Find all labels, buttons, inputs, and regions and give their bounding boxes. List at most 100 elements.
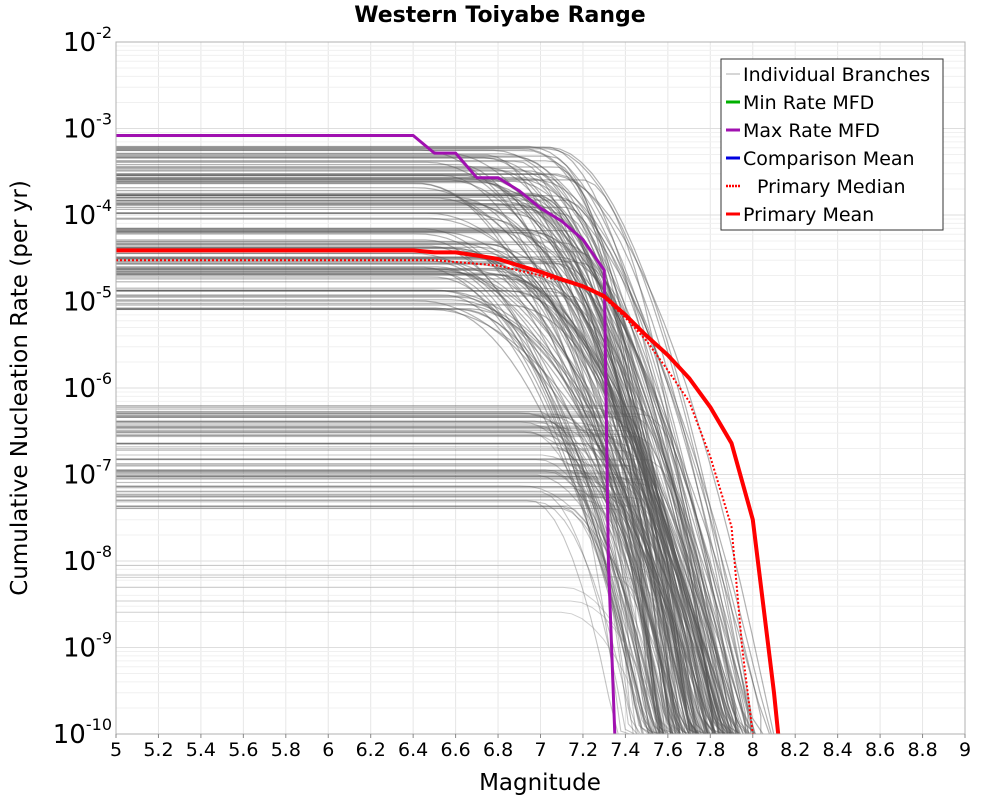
branch-line (116, 499, 664, 735)
branch-line (116, 469, 634, 735)
branch-line (116, 156, 713, 734)
branch-line (116, 420, 688, 735)
branch-line (116, 212, 729, 735)
branch-line (116, 478, 637, 735)
branch-line (116, 203, 711, 735)
x-tick-label: 8.4 (823, 739, 853, 761)
branch-line (116, 472, 683, 735)
branch-line (116, 243, 757, 735)
branch-line (116, 187, 735, 735)
branch-line (116, 170, 671, 734)
branch-line (116, 179, 726, 735)
series-line-primary-mean (116, 248, 781, 735)
branch-line (116, 471, 702, 735)
branch-line (116, 258, 698, 735)
legend-label: Primary Mean (743, 204, 874, 226)
branch-line (116, 299, 733, 735)
y-tick-label: 10-3 (63, 110, 112, 145)
branch-line (116, 446, 665, 735)
branch-line (116, 410, 630, 735)
branch-line (116, 180, 771, 735)
branch-line (116, 493, 660, 735)
branch-line (116, 247, 742, 735)
branch-line (116, 218, 717, 735)
x-tick-label: 5.4 (186, 739, 216, 761)
branch-line (116, 486, 679, 735)
x-tick-label: 5.8 (271, 739, 301, 761)
branch-line (116, 271, 729, 735)
branch-line (116, 230, 747, 735)
branch-line (116, 232, 701, 735)
branch-line (116, 243, 656, 735)
branch-line (116, 247, 732, 735)
branch-line (116, 197, 674, 735)
x-tick-label: 6.8 (483, 739, 513, 761)
branch-line (116, 611, 657, 735)
branch-line (116, 274, 700, 735)
branch-line (116, 252, 699, 735)
branch-line (116, 416, 674, 735)
branch-line (116, 212, 756, 735)
branch-line (116, 307, 653, 735)
branch-line (116, 431, 644, 735)
branch-line (116, 458, 738, 735)
branch-line (116, 193, 706, 735)
branch-line (116, 240, 741, 735)
y-axis-label: Cumulative Nucleation Rate (per yr) (7, 180, 33, 596)
branch-line (116, 458, 699, 735)
branch-line (116, 432, 725, 735)
branch-line (116, 472, 726, 735)
branch-line (116, 294, 652, 735)
x-tick-label: 9 (959, 739, 971, 761)
branch-line (116, 424, 681, 735)
branch-line (116, 308, 690, 735)
branch-line (116, 146, 752, 734)
x-tick-label: 5 (110, 739, 122, 761)
x-tick-label: 7.8 (695, 739, 725, 761)
branch-line (116, 412, 715, 735)
branch-line (116, 505, 693, 735)
branch-line (116, 201, 732, 735)
x-axis-ticks: 5 5.2 5.4 5.6 5.8 6 6.2 6.4 6.6 6.8 7 7.2 7.4 7.6 7.8 8… (110, 734, 971, 761)
branch-line (116, 434, 681, 735)
branch-line (116, 157, 732, 734)
branch-line (116, 485, 674, 735)
branch-line (116, 496, 668, 735)
branch-line (116, 161, 719, 734)
branch-line (116, 426, 640, 735)
branch-line (116, 474, 672, 735)
branch-line (116, 180, 731, 735)
branch-line (116, 308, 710, 735)
branch-line (116, 271, 716, 735)
legend-box (720, 58, 944, 231)
branch-line (116, 435, 664, 735)
y-tick-label: 10-2 (63, 23, 112, 58)
y-tick-label: 10-6 (63, 369, 112, 404)
branch-line (116, 149, 707, 734)
branch-line (116, 308, 662, 735)
branch-line (116, 195, 681, 735)
branch-line (116, 267, 684, 735)
x-tick-label: 8.2 (780, 739, 810, 761)
branch-line (116, 490, 678, 735)
x-tick-label: 6.4 (398, 739, 428, 761)
branch-line (116, 145, 737, 734)
x-tick-label: 5.6 (228, 739, 258, 761)
branch-line (116, 290, 750, 735)
branch-line (116, 429, 684, 735)
branch-line (116, 208, 661, 735)
branch-line (116, 304, 739, 735)
branch-line (116, 196, 717, 735)
branch-line (116, 243, 678, 735)
branch-line (116, 166, 708, 734)
branch-line (116, 302, 718, 735)
branch-line (116, 475, 651, 735)
x-tick-label: 6.2 (356, 739, 386, 761)
branch-line (116, 233, 726, 735)
branch-line (116, 229, 755, 735)
branch-line (116, 194, 755, 735)
branch-line (116, 173, 775, 735)
branch-line (116, 475, 658, 735)
branch-line (116, 217, 754, 735)
